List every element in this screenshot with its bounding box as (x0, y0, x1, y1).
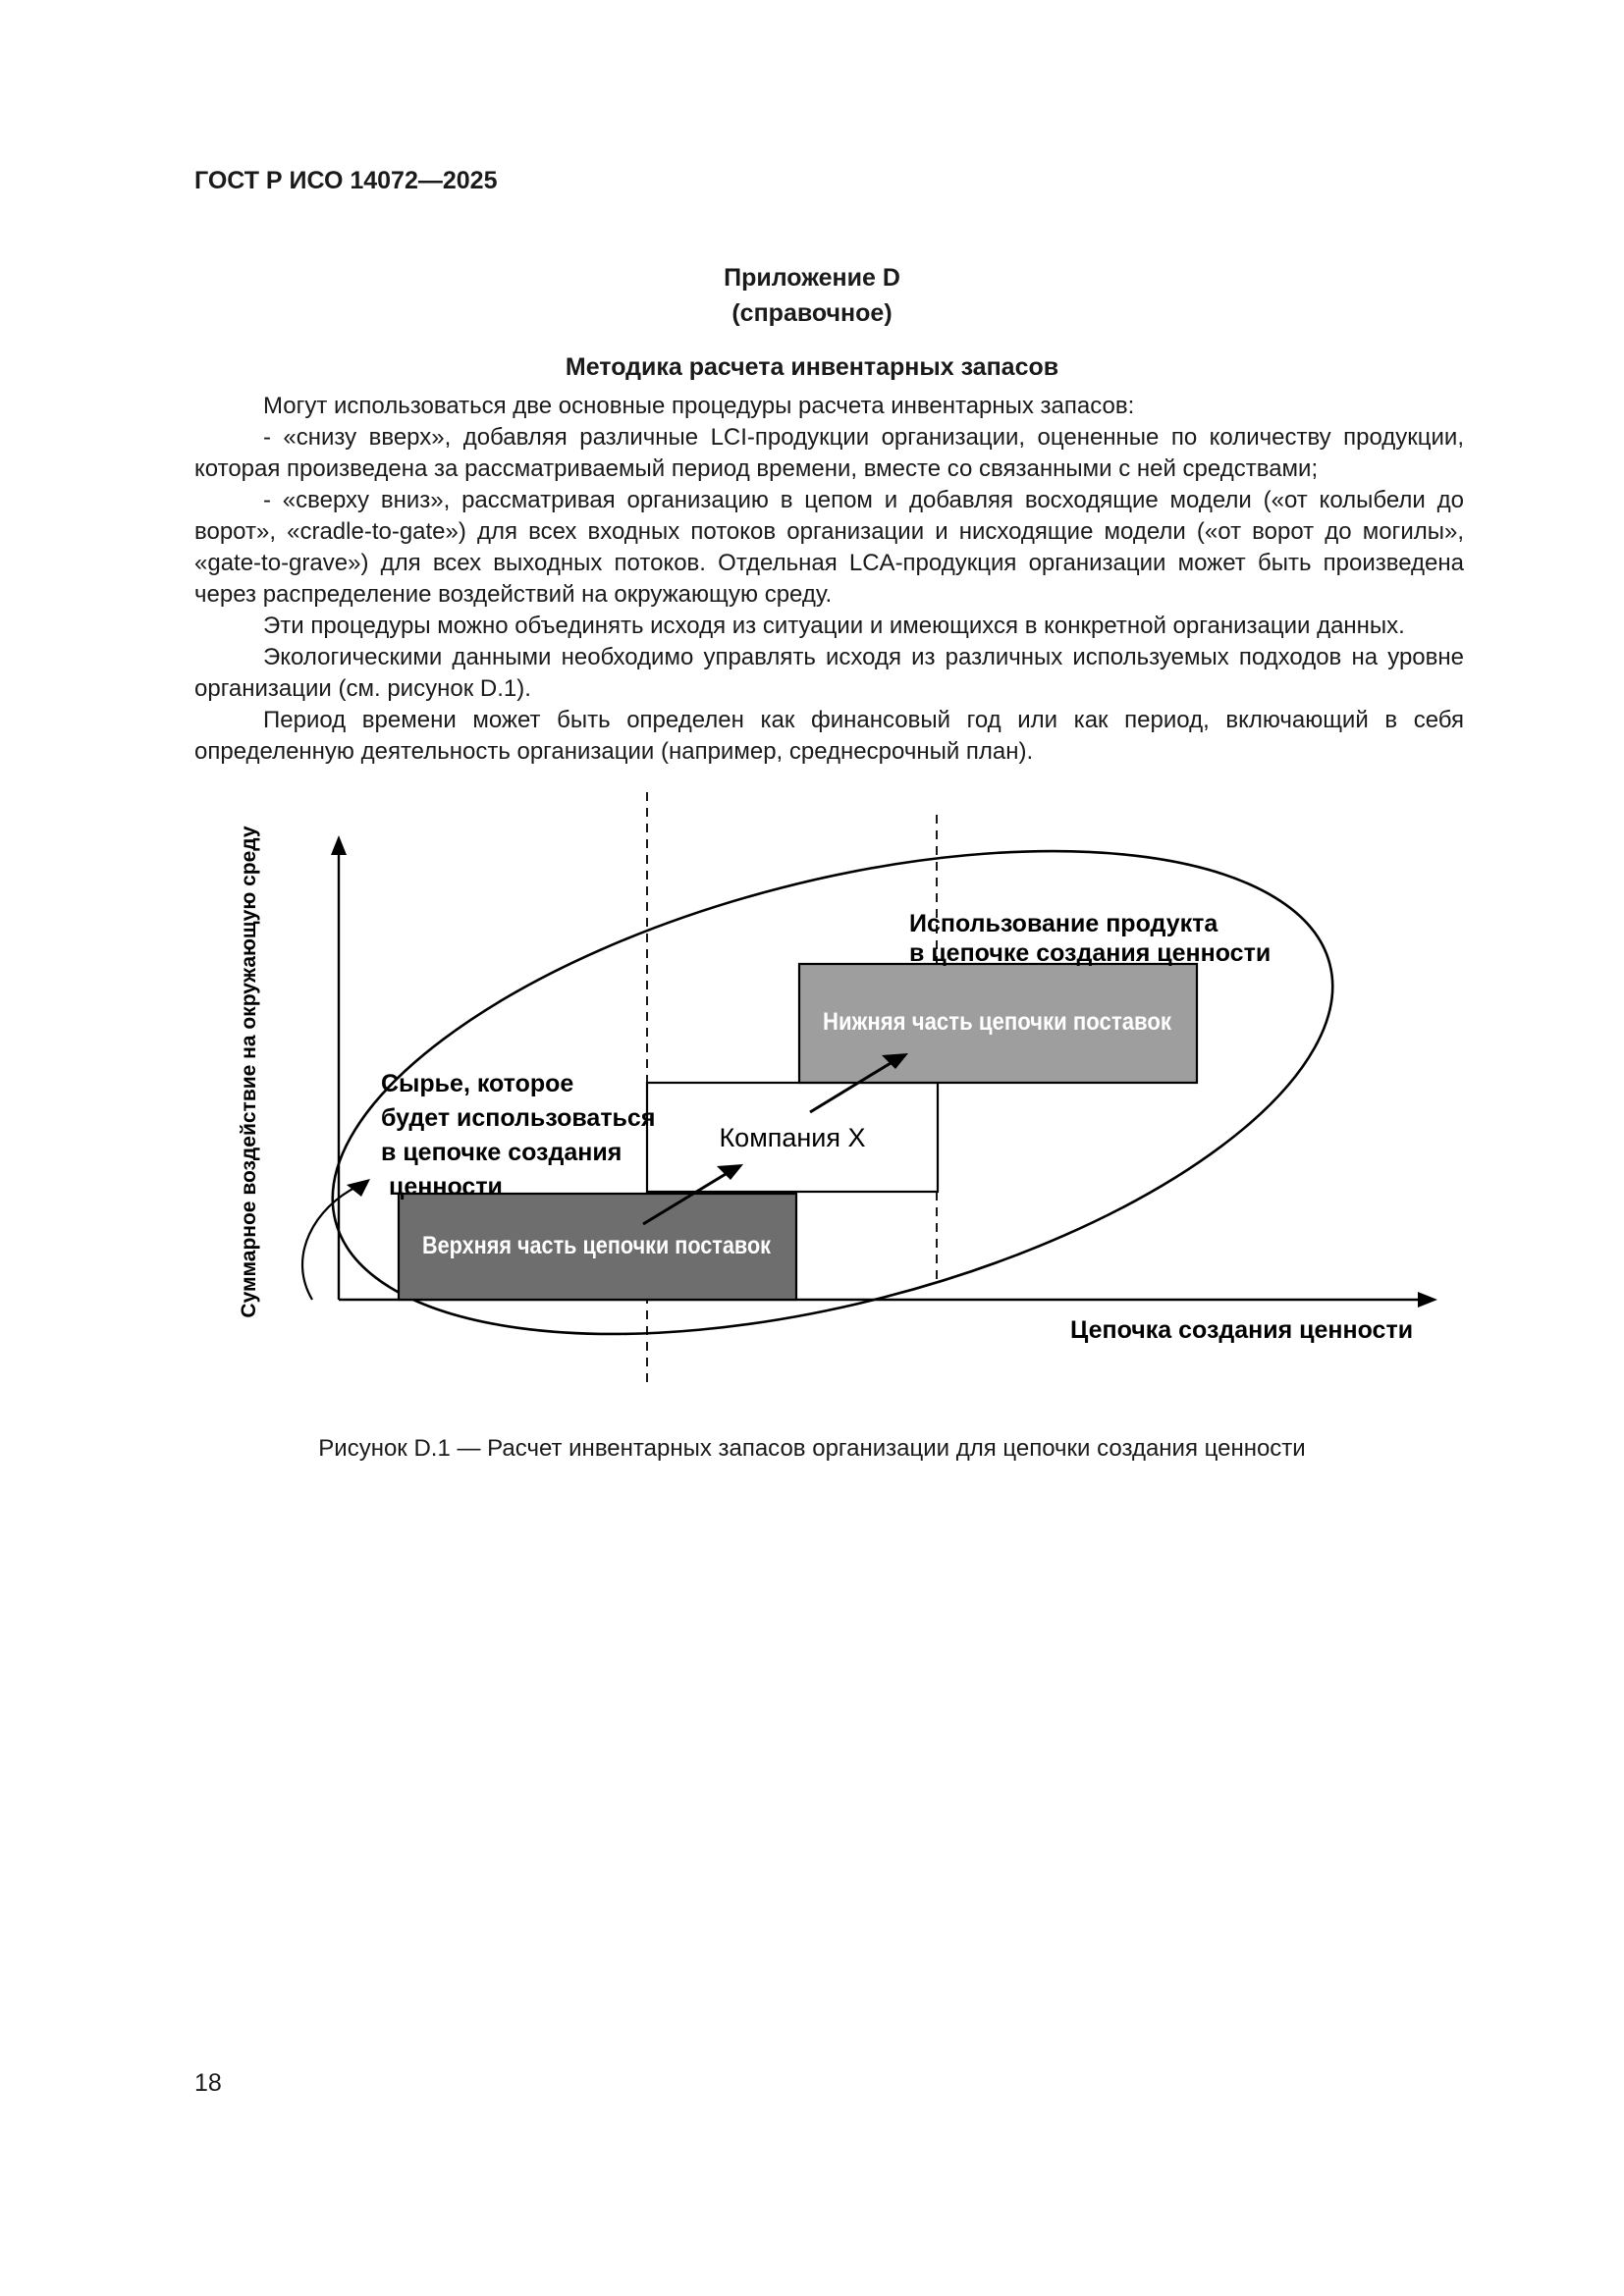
svg-text:в цепочке создания: в цепочке создания (381, 1139, 622, 1166)
svg-text:Компания X: Компания X (719, 1123, 865, 1152)
svg-text:в цепочке создания ценности: в цепочке создания ценности (909, 939, 1271, 967)
svg-text:Цепочка создания ценности: Цепочка создания ценности (1070, 1316, 1413, 1344)
svg-text:Верхняя часть цепочки поставок: Верхняя часть цепочки поставок (422, 1232, 771, 1259)
svg-text:ценности: ценности (389, 1173, 503, 1201)
svg-text:Нижняя часть цепочки поставок: Нижняя часть цепочки поставок (823, 1008, 1171, 1036)
svg-text:будет использоваться: будет использоваться (381, 1104, 655, 1132)
svg-text:Сырье, которое: Сырье, которое (381, 1070, 573, 1097)
svg-text:Суммарное воздействие на окруж: Суммарное воздействие на окружающую сред… (238, 826, 260, 1317)
svg-text:Использование продукта: Использование продукта (909, 910, 1218, 937)
